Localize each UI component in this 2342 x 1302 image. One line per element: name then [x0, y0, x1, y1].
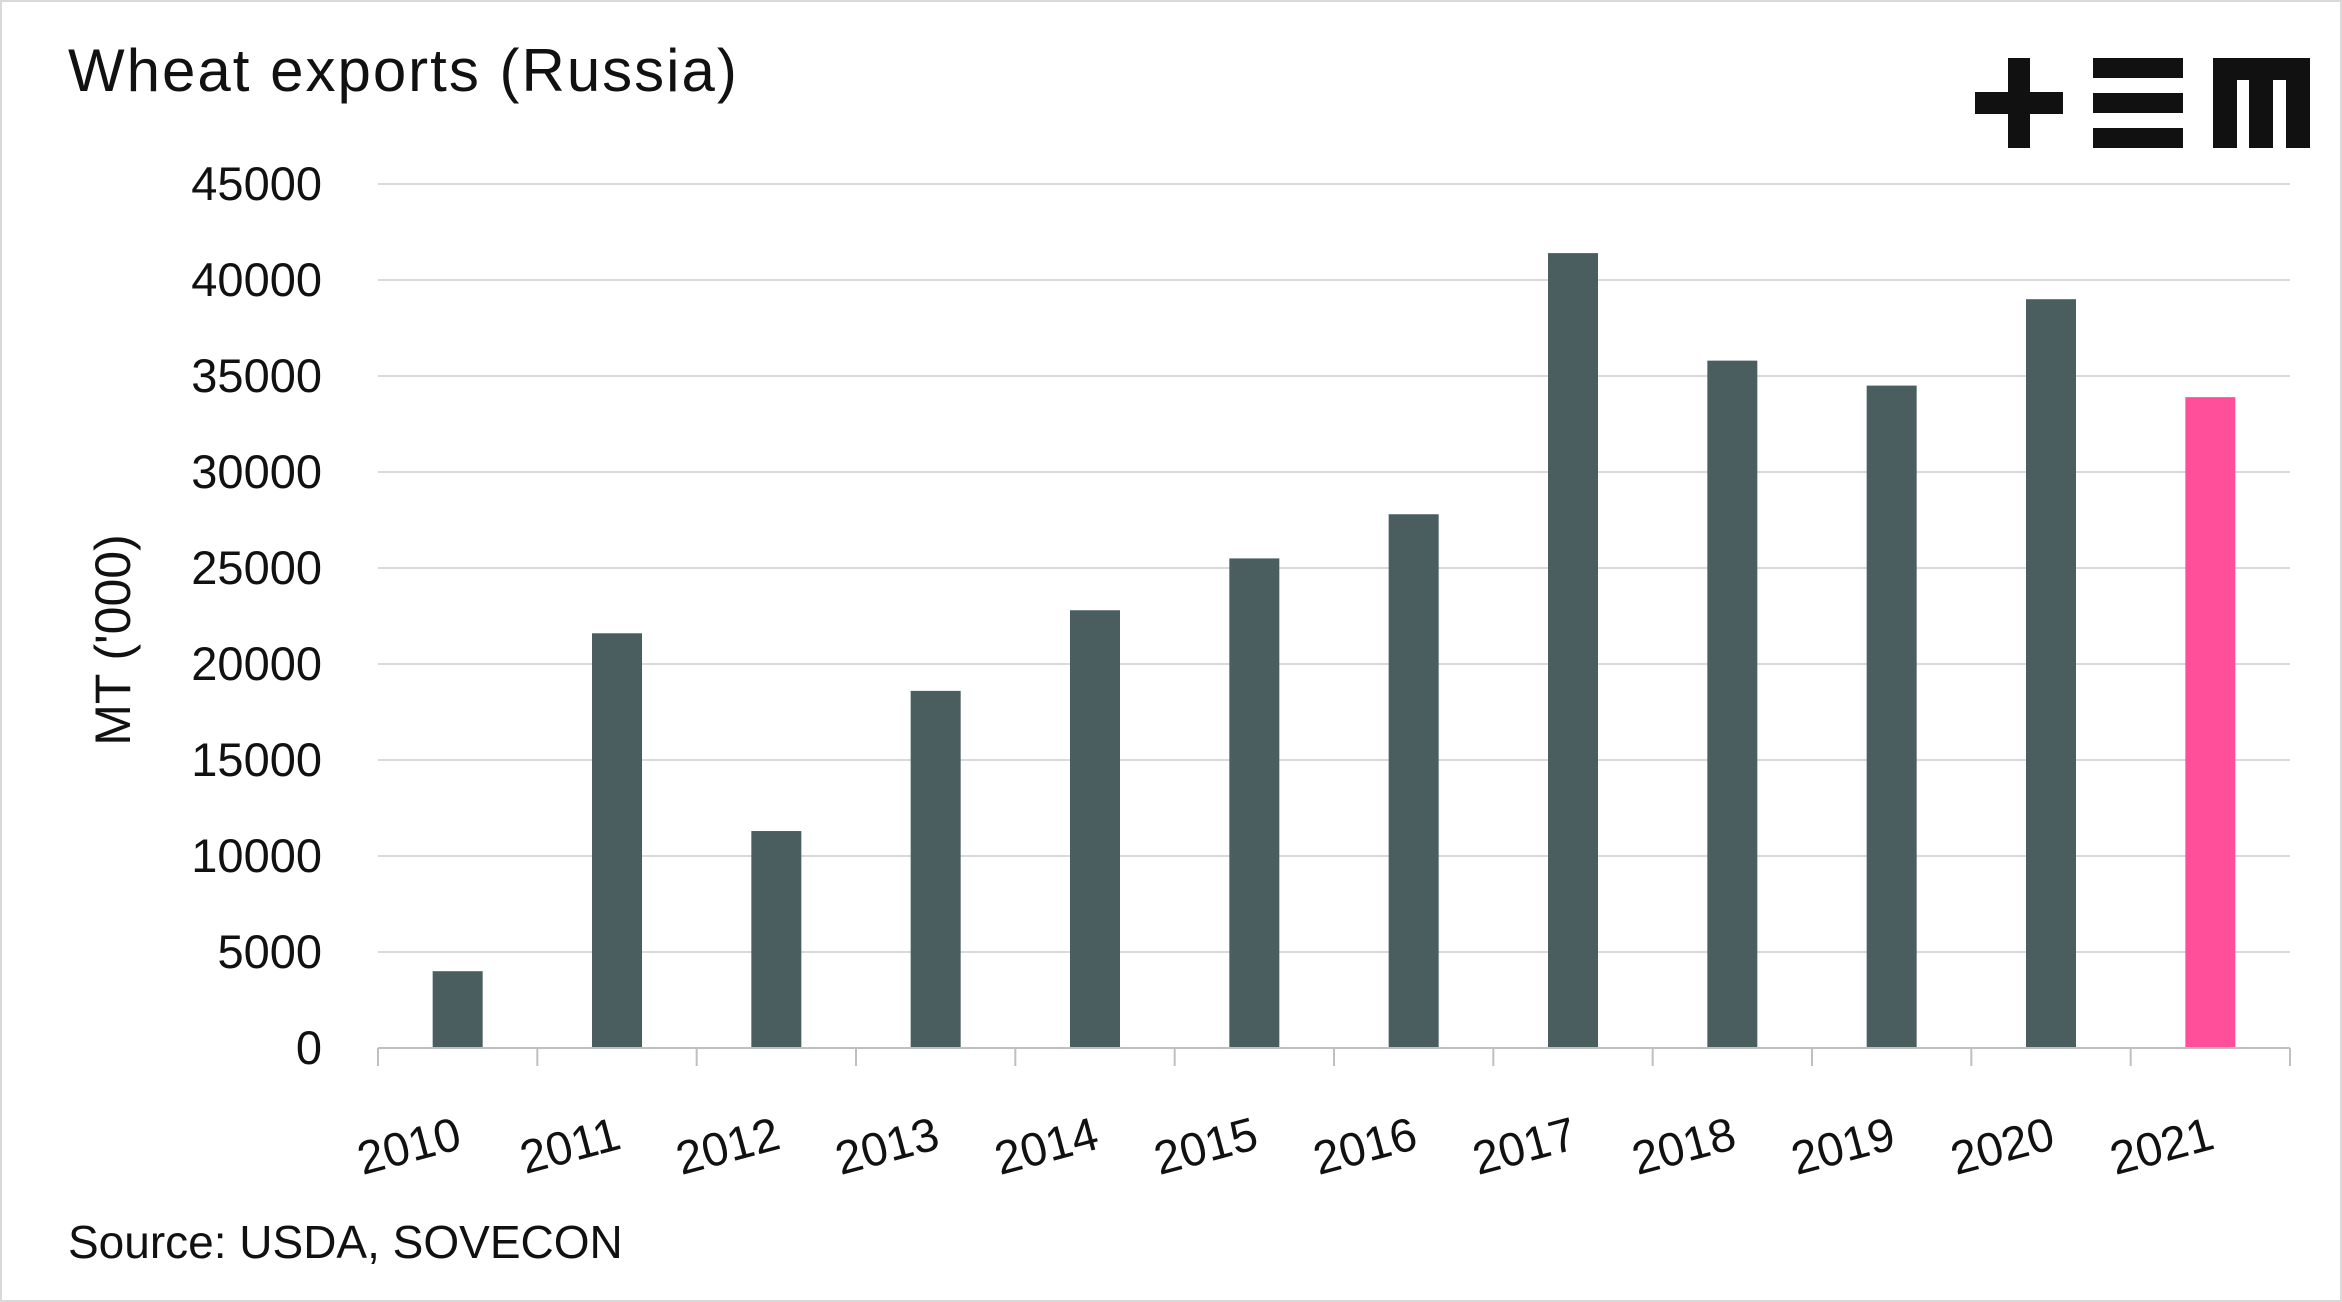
- bar-2010: [432, 971, 483, 1048]
- x-tick-label-2018: 2018: [1626, 1106, 1741, 1184]
- logo-plus-vertical: [2008, 58, 2030, 148]
- bar-2018: [1707, 360, 1758, 1048]
- y-tick-label-25000: 25000: [191, 541, 322, 594]
- y-tick-label-0: 0: [296, 1021, 322, 1074]
- bars-layer: [432, 253, 2236, 1049]
- chart-title: Wheat exports (Russia): [68, 37, 739, 104]
- logo-e-bottom: [2093, 128, 2183, 148]
- x-tick-label-2020: 2020: [1945, 1106, 2060, 1184]
- x-tick-label-2011: 2011: [514, 1106, 625, 1183]
- y-tick-label-35000: 35000: [191, 349, 322, 402]
- bar-2019: [1866, 385, 1917, 1049]
- bar-2016: [1388, 514, 1439, 1048]
- bar-2013: [910, 690, 961, 1048]
- logo-e-top: [2093, 58, 2183, 78]
- y-tick-label-10000: 10000: [191, 829, 322, 882]
- x-tick-label-2010: 2010: [352, 1106, 467, 1184]
- bar-2020: [2026, 299, 2076, 1048]
- source-note: Source: USDA, SOVECON: [68, 1216, 623, 1268]
- x-tick-label-2017: 2017: [1467, 1106, 1582, 1184]
- y-tick-label-40000: 40000: [191, 253, 322, 306]
- bar-2012: [751, 831, 802, 1048]
- y-tick-label-15000: 15000: [191, 733, 322, 786]
- bar-2021: [2185, 397, 2236, 1048]
- x-tick-label-2019: 2019: [1786, 1106, 1901, 1184]
- grid-layer: [378, 183, 2290, 953]
- y-tick-label-5000: 5000: [217, 925, 322, 978]
- logo-e-middle: [2093, 93, 2183, 113]
- tem-logo: [1975, 58, 2310, 148]
- y-tick-label-30000: 30000: [191, 445, 322, 498]
- bar-2017: [1548, 253, 1598, 1048]
- x-tick-label-2015: 2015: [1148, 1106, 1263, 1184]
- x-tick-label-2014: 2014: [989, 1106, 1104, 1184]
- bar-2011: [592, 633, 642, 1048]
- logo-m-center: [2249, 58, 2273, 148]
- y-tick-label-20000: 20000: [191, 637, 322, 690]
- axis-layer: [377, 1047, 2291, 1066]
- bar-2014: [1070, 610, 1120, 1048]
- y-tick-label-45000: 45000: [191, 157, 322, 210]
- x-tick-label-2012: 2012: [670, 1106, 785, 1184]
- x-tick-label-2016: 2016: [1308, 1106, 1423, 1184]
- y-axis-title: MT ('000): [85, 534, 141, 745]
- x-tick-label-2013: 2013: [830, 1106, 945, 1184]
- bar-2015: [1229, 558, 1280, 1048]
- x-tick-label-2021: 2021: [2104, 1106, 2219, 1184]
- logo-m-right: [2286, 58, 2310, 148]
- logo-m-left: [2213, 58, 2237, 148]
